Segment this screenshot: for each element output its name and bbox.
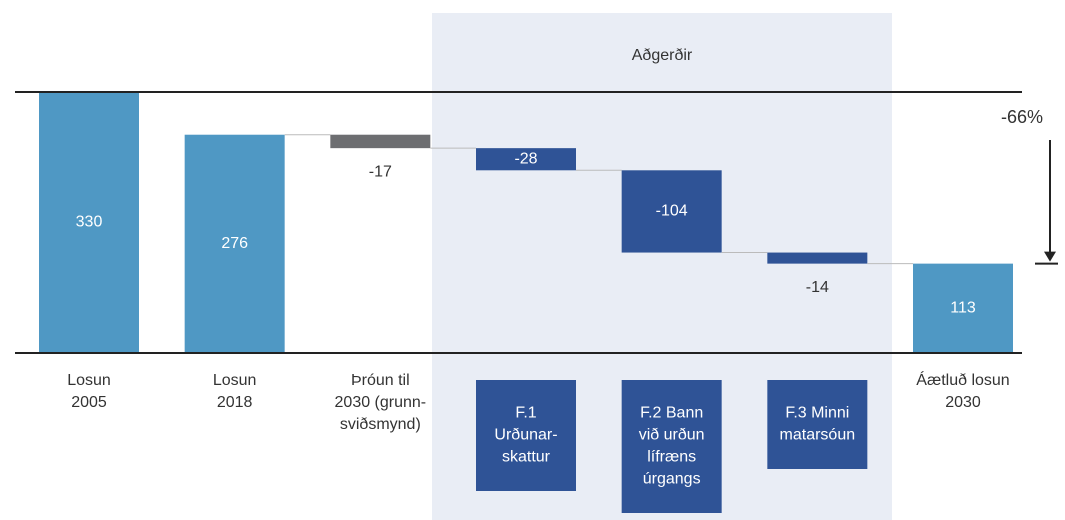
category-label: 2030: [945, 394, 981, 411]
action-label: við urðun: [639, 427, 705, 444]
category-label: 2018: [217, 394, 253, 411]
action-label: matarsóun: [780, 427, 856, 444]
action-box: [621, 380, 722, 513]
action-box: [767, 380, 868, 469]
action-label: lífræns: [647, 449, 696, 466]
action-label: F.1: [515, 405, 536, 422]
bar: [184, 134, 285, 353]
category-label: sviðsmynd): [340, 416, 421, 433]
category-label: Þróun til: [351, 372, 410, 389]
annotation: -66%: [1001, 107, 1043, 127]
action-box: [476, 380, 576, 491]
action-label: skattur: [502, 449, 551, 466]
category-label: Losun: [213, 372, 257, 389]
value-label: 330: [76, 214, 103, 231]
value-label: 113: [950, 300, 976, 317]
value-label: -14: [806, 279, 829, 296]
bar: [39, 92, 139, 353]
bar: [476, 148, 576, 171]
value-label: 276: [221, 235, 248, 252]
value-label: -17: [369, 163, 392, 180]
category-label: 2005: [71, 394, 107, 411]
bar: [913, 263, 1013, 353]
action-label: Urðunar-: [494, 427, 557, 444]
category-label: Losun: [67, 372, 111, 389]
category-label: 2030 (grunn-: [335, 394, 427, 411]
bar: [767, 252, 868, 264]
action-label: F.2 Bann: [640, 405, 703, 422]
section-title: Aðgerðir: [632, 47, 693, 64]
value-label: -104: [656, 203, 688, 220]
arrow-head: [1044, 251, 1056, 262]
bar: [330, 134, 431, 149]
action-label: úrgangs: [643, 471, 701, 488]
action-label: F.3 Minni: [785, 405, 849, 422]
bar: [621, 170, 722, 253]
category-label: Áætluð losun: [916, 370, 1009, 389]
value-label: -28: [514, 150, 537, 167]
